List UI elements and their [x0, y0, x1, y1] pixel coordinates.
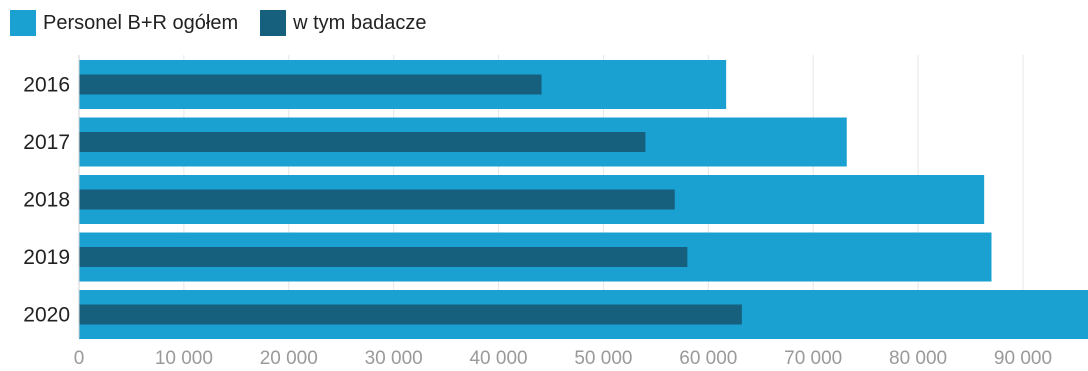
bar-researchers	[79, 132, 646, 152]
y-category-label: 2017	[23, 131, 70, 154]
bar-researchers	[79, 304, 742, 325]
legend-item-total: Personel B+R ogółem	[10, 10, 238, 36]
x-tick-label: 50 000	[574, 348, 632, 369]
legend-label-total: Personel B+R ogółem	[43, 11, 239, 34]
x-tick-label: 0	[74, 348, 85, 369]
x-tick-label: 80 000	[889, 348, 947, 369]
y-category-label: 2020	[23, 304, 70, 327]
x-tick-label: 10 000	[155, 348, 213, 369]
bar-researchers	[79, 74, 542, 95]
x-tick-label: 90 000	[994, 348, 1052, 369]
legend-swatch-total	[10, 10, 36, 36]
x-tick-label: 60 000	[679, 348, 737, 369]
y-category-label: 2016	[23, 74, 70, 97]
x-tick-label: 40 000	[469, 348, 527, 369]
legend-swatch-researchers	[260, 10, 287, 36]
legend-item-researchers: w tym badacze	[260, 10, 427, 36]
x-tick-label: 20 000	[260, 348, 318, 369]
bar-researchers	[79, 247, 688, 267]
x-tick-label: 70 000	[784, 348, 842, 369]
legend: Personel B+R ogółem w tym badacze	[10, 8, 449, 38]
legend-label-researchers: w tym badacze	[293, 11, 427, 34]
bar-researchers	[79, 189, 675, 210]
y-category-label: 2019	[23, 246, 70, 269]
y-category-label: 2018	[23, 189, 70, 212]
x-tick-label: 30 000	[365, 348, 423, 369]
